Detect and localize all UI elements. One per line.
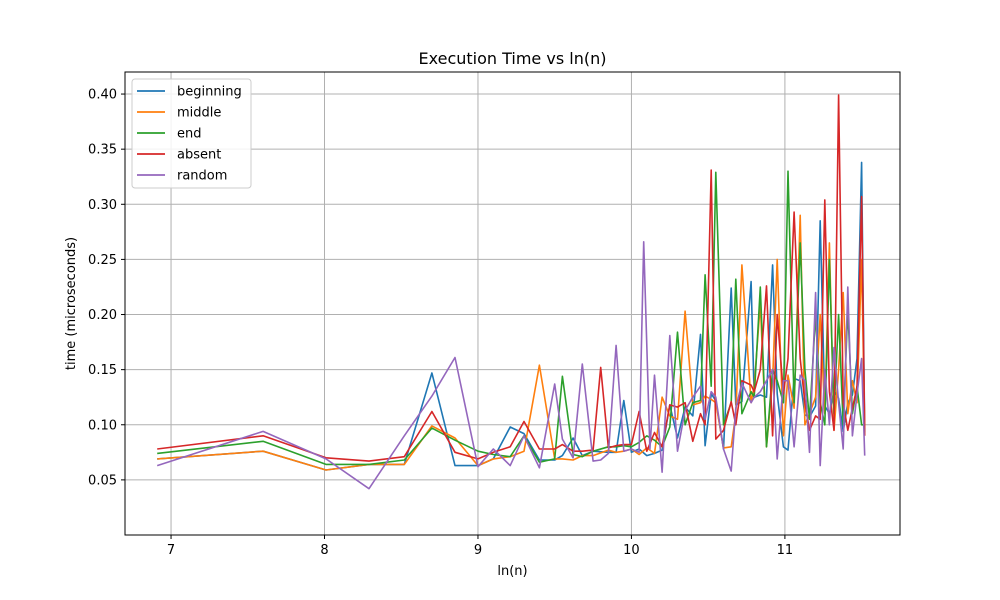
y-tick-label: 0.30 (88, 198, 117, 213)
legend-label-end: end (177, 127, 202, 142)
axis-ticks: 7 8 9 10 11 0.05 0.10 0.15 0.20 0.25 0.30 0.35 0.40 (88, 88, 793, 558)
legend-label-absent: absent (177, 148, 221, 163)
y-tick-label: 0.15 (88, 363, 117, 378)
legend-label-random: random (177, 169, 227, 184)
x-tick-label: 11 (777, 543, 794, 558)
legend: beginning middle end absent random (131, 78, 252, 189)
y-tick-label: 0.25 (88, 253, 117, 268)
x-tick-label: 8 (320, 543, 328, 558)
series-line-random (156, 241, 866, 490)
x-axis-label: ln(n) (497, 564, 527, 579)
series-lines (156, 94, 866, 490)
grid-lines (125, 72, 900, 535)
series-line-beginning (157, 161, 866, 471)
x-tick-label: 7 (167, 543, 175, 558)
x-tick-label: 9 (474, 543, 482, 558)
legend-label-middle: middle (177, 106, 221, 121)
legend-label-beginning: beginning (177, 85, 242, 100)
plot-frame (124, 71, 901, 536)
x-tick-label: 10 (623, 543, 640, 558)
y-tick-label: 0.05 (88, 473, 117, 488)
y-tick-label: 0.35 (88, 143, 117, 158)
y-tick-label: 0.20 (88, 308, 117, 323)
chart-title: Execution Time vs ln(n) (419, 49, 607, 68)
y-tick-label: 0.10 (88, 418, 117, 433)
legend-box (131, 78, 252, 189)
y-tick-label: 0.40 (88, 88, 117, 103)
y-axis-label: time (microseconds) (64, 237, 79, 370)
